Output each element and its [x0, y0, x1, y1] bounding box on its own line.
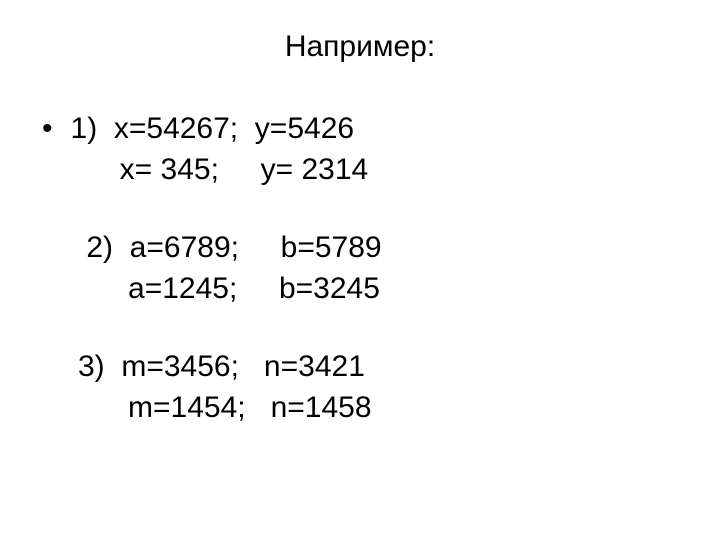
example-3-line-2: m=1454; n=1458	[78, 388, 680, 429]
slide-title: Например:	[40, 30, 680, 64]
slide-content: • 1) x=54267; y=5426 x= 345; y= 2314 2) …	[40, 109, 680, 428]
example-1-line-1: 1) x=54267; y=5426	[71, 109, 355, 150]
example-3-line-1: 3) m=3456; n=3421	[78, 347, 680, 388]
example-group-3: 3) m=3456; n=3421 m=1454; n=1458	[40, 347, 680, 428]
example-2-line-2: a=1245; b=3245	[78, 269, 680, 310]
bullet-icon: •	[42, 109, 53, 150]
bullet-row-1: • 1) x=54267; y=5426	[40, 109, 680, 150]
example-group-2: 2) a=6789; b=5789 a=1245; b=3245	[40, 228, 680, 309]
example-2-line-1: 2) a=6789; b=5789	[78, 228, 680, 269]
example-1-line-2: x= 345; y= 2314	[78, 150, 680, 191]
example-group-1: • 1) x=54267; y=5426 x= 345; y= 2314	[40, 109, 680, 190]
